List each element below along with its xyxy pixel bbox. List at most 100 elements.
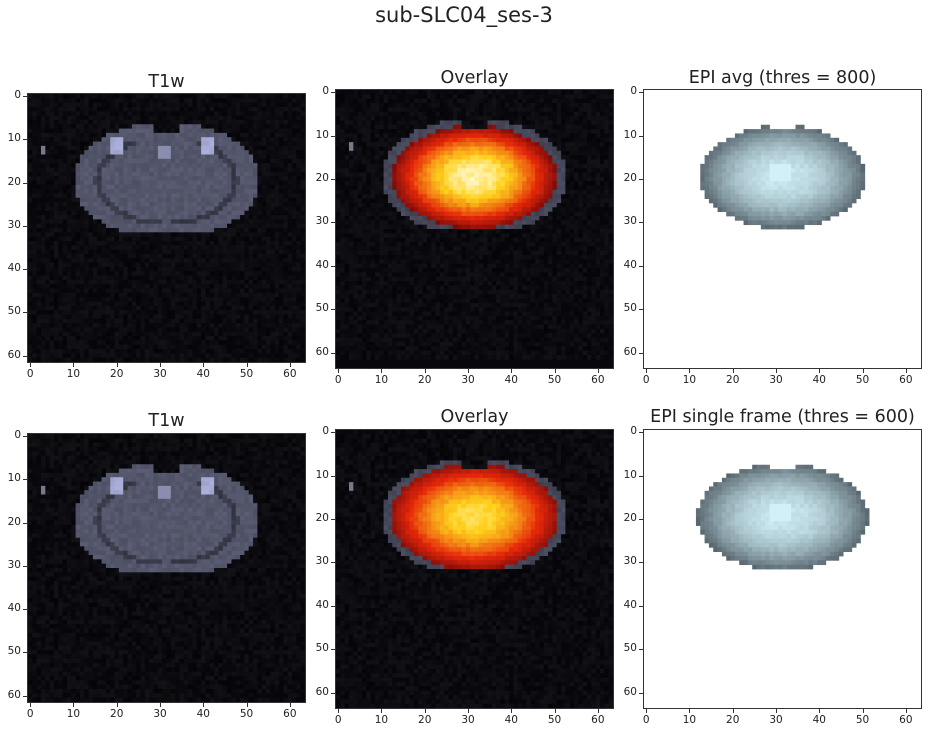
x-tick-mark bbox=[646, 369, 648, 373]
y-tick-label: 20 bbox=[315, 512, 329, 525]
y-tick-label: 50 bbox=[623, 642, 637, 655]
x-tick-mark bbox=[381, 369, 383, 373]
y-tick-mark bbox=[23, 565, 27, 567]
y-tick-label: 10 bbox=[315, 468, 329, 481]
y-tick-label: 20 bbox=[315, 172, 329, 185]
x-tick-mark bbox=[468, 709, 469, 713]
x-tick-mark bbox=[819, 709, 821, 713]
panel-title: T1w bbox=[148, 411, 185, 431]
x-tick-label: 30 bbox=[153, 368, 167, 380]
x-tick-mark bbox=[905, 369, 907, 373]
x-tick-mark bbox=[338, 369, 340, 373]
image-axes bbox=[27, 433, 306, 703]
y-tick-mark bbox=[331, 222, 335, 224]
x-tick-label: 20 bbox=[418, 714, 432, 726]
y-tick-label: 10 bbox=[7, 132, 21, 145]
y-tick-label: 0 bbox=[322, 85, 329, 98]
image-axes bbox=[335, 429, 614, 709]
x-tick-mark bbox=[30, 363, 32, 367]
image-pixels bbox=[28, 434, 305, 702]
y-tick-mark bbox=[23, 436, 27, 438]
panel-title: EPI single frame (thres = 600) bbox=[650, 407, 915, 427]
image-pixels bbox=[644, 90, 921, 368]
image-pixels bbox=[28, 94, 305, 362]
y-tick-label: 20 bbox=[623, 172, 637, 185]
y-tick-label: 50 bbox=[7, 305, 21, 318]
x-tick-mark bbox=[203, 703, 205, 707]
x-tick-label: 10 bbox=[66, 368, 81, 380]
x-tick-mark bbox=[160, 703, 161, 707]
x-tick-mark bbox=[597, 709, 599, 713]
y-tick-mark bbox=[639, 265, 643, 267]
x-tick-label: 40 bbox=[812, 714, 826, 726]
x-tick-label: 20 bbox=[726, 374, 740, 386]
y-tick-mark bbox=[639, 352, 643, 354]
x-tick-label: 60 bbox=[899, 374, 913, 386]
y-tick-mark bbox=[23, 96, 27, 98]
x-tick-label: 30 bbox=[461, 374, 475, 386]
x-tick-mark bbox=[819, 369, 821, 373]
y-tick-mark bbox=[331, 135, 335, 137]
x-tick-mark bbox=[862, 709, 864, 713]
y-tick-mark bbox=[23, 479, 27, 481]
x-tick-label: 40 bbox=[812, 374, 826, 386]
y-tick-mark bbox=[639, 135, 643, 137]
x-tick-label: 10 bbox=[374, 714, 389, 726]
y-tick-mark bbox=[331, 179, 335, 181]
x-tick-mark bbox=[30, 703, 32, 707]
x-tick-label: 0 bbox=[26, 368, 34, 380]
panel-title: EPI avg (thres = 800) bbox=[688, 68, 877, 88]
y-tick-mark bbox=[23, 695, 27, 697]
y-tick-mark bbox=[23, 652, 27, 654]
x-tick-label: 40 bbox=[196, 368, 210, 380]
y-tick-label: 60 bbox=[7, 688, 21, 701]
x-tick-label: 50 bbox=[855, 714, 870, 726]
y-tick-label: 20 bbox=[7, 175, 21, 188]
x-tick-mark bbox=[289, 363, 291, 367]
y-tick-label: 60 bbox=[7, 348, 21, 361]
x-tick-label: 60 bbox=[591, 714, 605, 726]
y-tick-mark bbox=[639, 692, 643, 694]
y-tick-label: 20 bbox=[623, 512, 637, 525]
x-tick-label: 50 bbox=[547, 374, 562, 386]
x-tick-label: 50 bbox=[239, 368, 254, 380]
y-tick-label: 40 bbox=[315, 258, 329, 271]
x-tick-label: 30 bbox=[153, 708, 167, 720]
image-axes bbox=[643, 89, 922, 369]
y-tick-mark bbox=[23, 609, 27, 611]
x-tick-mark bbox=[689, 709, 691, 713]
y-tick-label: 60 bbox=[315, 345, 329, 358]
x-tick-mark bbox=[646, 709, 648, 713]
y-tick-mark bbox=[23, 522, 27, 524]
y-tick-mark bbox=[639, 519, 643, 521]
y-tick-mark bbox=[639, 562, 643, 564]
y-tick-label: 60 bbox=[623, 685, 637, 698]
y-tick-mark bbox=[331, 475, 335, 477]
y-tick-mark bbox=[639, 432, 643, 434]
x-tick-mark bbox=[246, 703, 248, 707]
panel-title: Overlay bbox=[440, 68, 509, 88]
y-tick-label: 60 bbox=[623, 345, 637, 358]
x-tick-label: 20 bbox=[110, 708, 124, 720]
y-tick-label: 10 bbox=[315, 128, 329, 141]
y-tick-label: 10 bbox=[623, 468, 637, 481]
x-tick-mark bbox=[246, 363, 248, 367]
y-tick-label: 50 bbox=[7, 645, 21, 658]
y-tick-label: 40 bbox=[7, 262, 21, 275]
x-tick-label: 40 bbox=[196, 708, 210, 720]
y-tick-mark bbox=[639, 92, 643, 94]
y-tick-mark bbox=[23, 312, 27, 314]
y-tick-mark bbox=[639, 222, 643, 224]
y-tick-label: 30 bbox=[7, 558, 21, 571]
x-tick-label: 10 bbox=[682, 374, 697, 386]
y-tick-label: 0 bbox=[14, 89, 21, 102]
y-tick-label: 30 bbox=[623, 555, 637, 568]
x-tick-mark bbox=[468, 369, 469, 373]
y-tick-mark bbox=[331, 432, 335, 434]
x-tick-mark bbox=[776, 709, 777, 713]
x-tick-label: 0 bbox=[26, 708, 34, 720]
x-tick-label: 60 bbox=[283, 708, 297, 720]
x-tick-mark bbox=[160, 363, 161, 367]
x-tick-mark bbox=[116, 363, 118, 367]
y-tick-label: 0 bbox=[630, 425, 637, 438]
